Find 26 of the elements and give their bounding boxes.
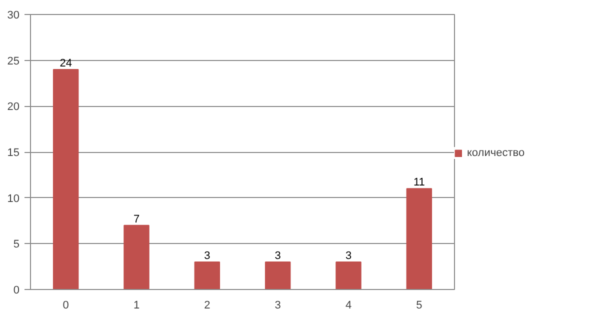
bar <box>124 224 150 290</box>
data-label: 11 <box>413 176 425 189</box>
y-tick-label: 20 <box>7 101 20 114</box>
bar <box>264 262 291 290</box>
x-tick-label: 3 <box>274 300 281 312</box>
data-label: 24 <box>60 58 72 70</box>
bar <box>336 262 362 290</box>
bar <box>406 188 432 290</box>
y-tick-label: 25 <box>7 55 20 68</box>
x-tick-label: 2 <box>204 300 210 312</box>
data-label: 3 <box>274 250 281 262</box>
data-label: 7 <box>133 213 140 226</box>
data-label: 3 <box>345 250 352 262</box>
bar <box>194 262 220 290</box>
y-tick-label: 15 <box>7 147 20 159</box>
x-tick-label: 4 <box>345 300 352 312</box>
data-label: 3 <box>204 250 210 262</box>
x-tick-label: 1 <box>133 300 140 312</box>
bar <box>52 69 79 290</box>
y-tick-label: 5 <box>13 238 20 251</box>
legend-label: количество <box>467 147 525 159</box>
y-tick-label: 0 <box>13 284 20 296</box>
y-tick-label: 30 <box>7 10 20 22</box>
x-tick-label: 0 <box>62 300 69 312</box>
x-tick-label: 5 <box>416 300 422 312</box>
y-tick-label: 10 <box>7 192 20 205</box>
